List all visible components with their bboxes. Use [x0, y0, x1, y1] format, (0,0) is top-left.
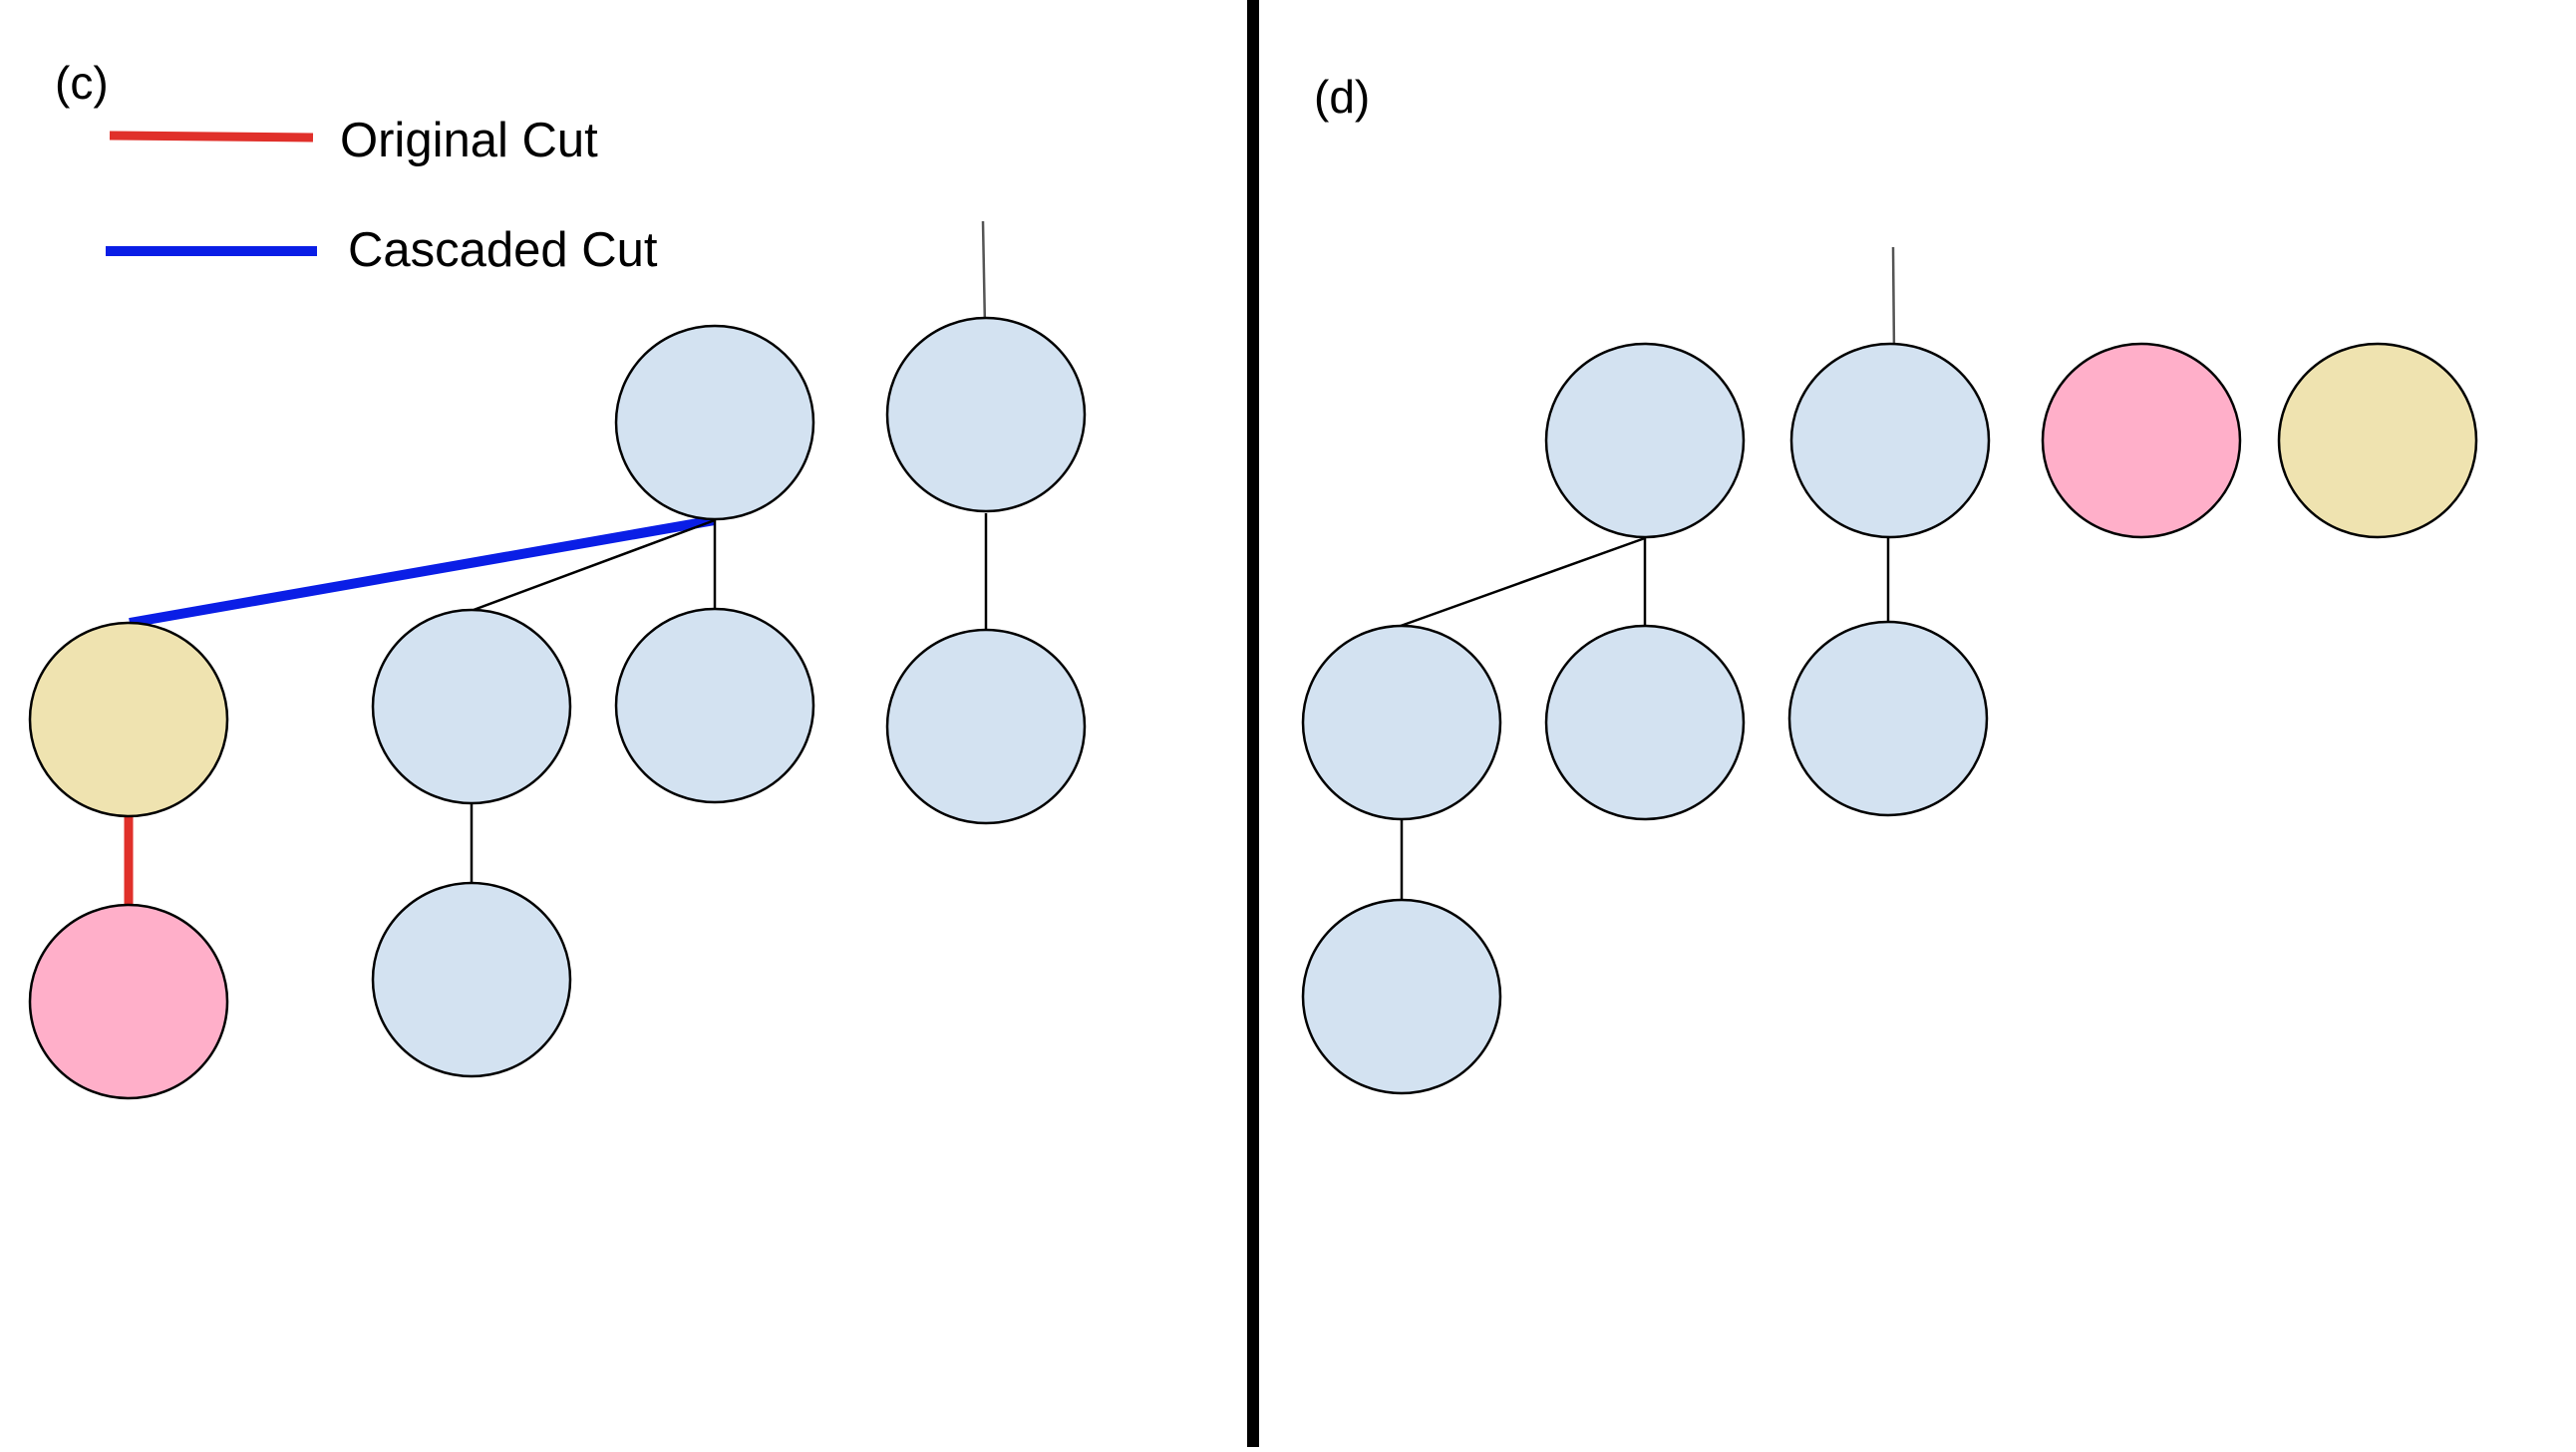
legend: Original Cut Cascaded Cut [106, 114, 658, 277]
legend-original-cut-label: Original Cut [340, 114, 598, 167]
legend-original-cut-swatch [109, 131, 314, 143]
panel-divider [1247, 0, 1259, 1447]
panel-d [1301, 246, 2478, 1095]
panel-label-d: (d) [1314, 71, 1370, 123]
tree-node-min [1789, 342, 1991, 539]
tree-node [1544, 624, 1746, 821]
panel-c [28, 220, 1087, 1100]
tree-node [371, 881, 572, 1078]
tree-node [614, 607, 815, 804]
min-pointer-arrow [981, 220, 994, 332]
tree-edge [473, 518, 716, 612]
tree-node [1301, 624, 1502, 821]
cascaded-node [2277, 342, 2478, 539]
legend-cascaded-cut-label: Cascaded Cut [348, 223, 658, 277]
tree-node-min [885, 316, 1087, 513]
tree-node [885, 628, 1087, 825]
cut-node [28, 903, 229, 1100]
min-pointer-arrow [1891, 246, 1903, 359]
tree-edge [1400, 536, 1646, 628]
tree-node [1301, 898, 1502, 1095]
cut-node [2041, 342, 2242, 539]
tree-node [1544, 342, 1746, 539]
tree-node [614, 324, 815, 521]
panel-label-c: (c) [55, 57, 109, 109]
cascaded-cut-edge [129, 515, 716, 628]
tree-node [1787, 620, 1989, 817]
cascaded-node [28, 621, 229, 818]
tree-node [371, 608, 572, 805]
